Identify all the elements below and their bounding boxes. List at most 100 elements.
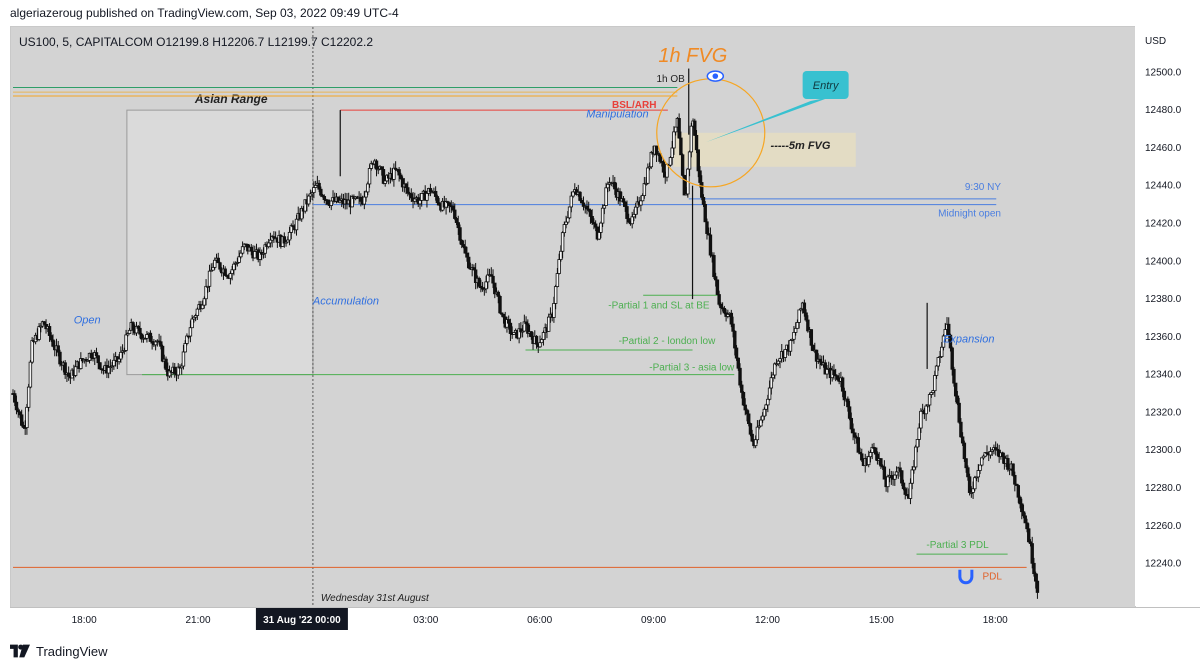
time-axis[interactable]: 18:00 21:00 31 Aug '22 00:00 03:00 06:00 09:0… (10, 607, 1200, 634)
candle (759, 416, 763, 427)
day-separator-label: Wednesday 31st August (321, 593, 430, 604)
candle (37, 323, 41, 342)
candle (879, 458, 883, 469)
candle (188, 320, 193, 343)
candle (809, 329, 814, 351)
candle (988, 447, 993, 459)
candle (978, 464, 982, 475)
candle (392, 163, 396, 187)
candle (557, 253, 561, 275)
ohlc-open: O12199.8 (156, 35, 212, 49)
candle (677, 113, 681, 139)
candle (138, 321, 142, 339)
candle (458, 224, 462, 245)
x-tick-label: 15:00 (869, 615, 894, 626)
footer-brand[interactable]: TradingView (36, 643, 108, 659)
candle (950, 346, 954, 376)
candle (1027, 523, 1031, 543)
candle (602, 204, 607, 215)
y-tick-label: 12260.0 (1145, 521, 1182, 532)
candle (486, 268, 490, 289)
candle (833, 368, 838, 382)
candle (924, 404, 928, 421)
x-tick-label: 18:00 (983, 615, 1008, 626)
candle (900, 469, 904, 487)
candle (207, 264, 212, 292)
candle (493, 282, 497, 299)
magnet-icon[interactable] (958, 569, 974, 585)
x-tick-label: 03:00 (413, 615, 438, 626)
candles (11, 113, 1040, 599)
candle (425, 191, 429, 208)
candle (948, 333, 953, 352)
candle (743, 398, 747, 416)
candle (960, 432, 965, 446)
price-axis[interactable]: USD 12240.0 12260.0 12280.0 12300.0 12320.0 12… (1135, 26, 1200, 606)
candle (792, 326, 796, 344)
entry-callout[interactable] (802, 71, 849, 99)
candle (428, 183, 433, 197)
candle (14, 395, 19, 415)
candle (562, 221, 567, 237)
candle (680, 153, 685, 177)
candle (966, 465, 970, 481)
candle (712, 252, 716, 280)
candle (284, 240, 288, 247)
candle (567, 206, 572, 220)
entry-callout-pointer (705, 97, 831, 143)
candle (63, 360, 67, 379)
chart-panel[interactable]: Asian Range -----5m FVG Wednesday 31st Aug… (10, 26, 1136, 608)
candle (731, 316, 735, 338)
price-chart[interactable]: Asian Range -----5m FVG Wednesday 31st Aug… (11, 27, 1135, 607)
candle (538, 335, 542, 348)
y-tick-label: 12380.0 (1145, 294, 1182, 305)
candle (618, 188, 622, 206)
candle (957, 397, 961, 424)
candle (534, 335, 539, 349)
candle (853, 432, 857, 445)
bsl-arh-label: BSL/ARH (612, 100, 656, 111)
candle (56, 340, 60, 357)
candle (806, 315, 810, 333)
phase-label-accumulation: Accumulation (312, 296, 379, 308)
visibility-eye-icon[interactable] (706, 70, 725, 82)
candle (585, 200, 589, 215)
y-tick-label: 12440.0 (1145, 181, 1182, 192)
candle (578, 191, 582, 202)
candle (593, 220, 598, 232)
candle (446, 200, 450, 209)
candle (84, 357, 88, 367)
candle (599, 221, 603, 239)
candle (463, 239, 467, 254)
candle (738, 363, 742, 388)
candle (185, 333, 189, 346)
candle (919, 408, 923, 433)
candle (1016, 484, 1020, 503)
candle (420, 193, 424, 207)
x-tick-highlight (255, 608, 348, 630)
candle (788, 339, 793, 356)
candle (694, 129, 699, 154)
candle (25, 403, 29, 435)
candle (734, 345, 739, 361)
candle (209, 263, 213, 272)
candle (797, 309, 801, 329)
candle (213, 257, 217, 270)
y-tick-label: 12480.0 (1145, 105, 1182, 116)
ob-1h-label: 1h OB (656, 74, 685, 85)
phase-label-manipulation: Manipulation (586, 109, 648, 121)
candle (947, 317, 951, 343)
x-tick-label: 21:00 (186, 615, 211, 626)
candle (522, 314, 527, 332)
candle (176, 363, 180, 379)
candle (993, 441, 998, 456)
candle (705, 218, 709, 240)
candle (195, 307, 200, 320)
published-header: algeriazeroug published on TradingView.c… (10, 6, 399, 20)
candle (237, 250, 241, 264)
candle (30, 337, 34, 364)
candle (964, 458, 968, 473)
candle (159, 335, 163, 350)
x-tick-label: 06:00 (527, 615, 552, 626)
candle (374, 159, 379, 177)
